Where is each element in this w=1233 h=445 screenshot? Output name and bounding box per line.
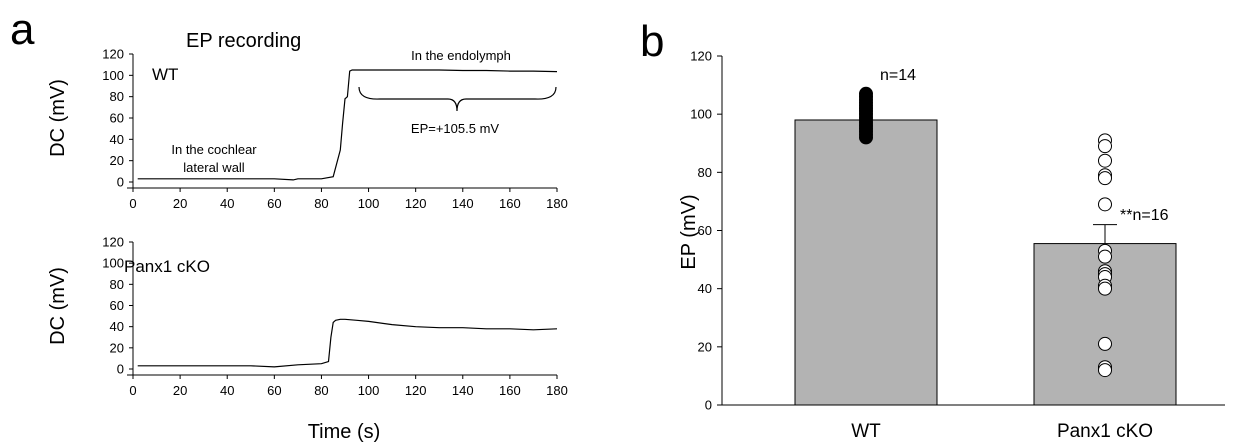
bar-category-wt: WT <box>851 421 881 442</box>
top-plot-y-tick-label: 40 <box>110 132 124 147</box>
top-plot-x-tick-label: 60 <box>267 196 281 211</box>
bar-y-tick-label: 100 <box>690 107 712 122</box>
bar-y-tick-label: 0 <box>705 398 712 413</box>
annotation-cochlear-1: In the cochlear <box>171 142 257 157</box>
bottom-plot-y-tick-label: 0 <box>117 362 124 377</box>
bar-y-tick-label: 60 <box>698 223 712 238</box>
top-plot-x-tick-label: 40 <box>220 196 234 211</box>
bar-category-panx1: Panx1 cKO <box>1057 421 1153 442</box>
data-point <box>1098 139 1112 154</box>
bottom-plot-trace-line <box>137 318 558 368</box>
top-plot-y-tick-label: 20 <box>110 153 124 168</box>
top-plot-y-tick-label: 100 <box>102 68 124 83</box>
top-plot-y-tick-label: 0 <box>117 175 124 190</box>
panel-a-title: EP recording <box>186 30 301 52</box>
bottom-plot-x-tick-label: 0 <box>129 383 136 398</box>
bar-y-axis-label: EP (mV) <box>678 194 700 269</box>
subplot-label-wt: WT <box>152 65 178 84</box>
annotation-ep-value: EP=+105.5 mV <box>411 121 499 136</box>
bottom-plot-x-tick-label: 60 <box>267 383 281 398</box>
bar-y-tick-label: 20 <box>698 339 712 354</box>
bar-y-tick-label: 40 <box>698 281 712 296</box>
bottom-plot-x-tick-label: 160 <box>499 383 521 398</box>
data-point <box>859 86 873 101</box>
top-plot-x-tick-label: 80 <box>314 196 328 211</box>
bottom-plot-y-tick-label: 120 <box>102 235 124 250</box>
annotation-cochlear-2: lateral wall <box>183 160 245 175</box>
data-point <box>1098 363 1112 378</box>
bottom-plot-y-tick-label: 80 <box>110 277 124 292</box>
bottom-plot-y-tick-label: 40 <box>110 319 124 334</box>
bottom-plot-x-tick-label: 80 <box>314 383 328 398</box>
top-plot-x-tick-label: 140 <box>452 196 474 211</box>
top-plot-y-tick-label: 60 <box>110 111 124 126</box>
top-plot-y-tick-label: 120 <box>102 47 124 62</box>
curly-brace <box>358 86 557 112</box>
bar-y-tick-label: 80 <box>698 165 712 180</box>
data-point <box>1098 171 1112 186</box>
panel-letter-a: a <box>10 5 35 54</box>
top-plot-x-tick-label: 20 <box>173 196 187 211</box>
bottom-plot-x-tick-label: 100 <box>358 383 380 398</box>
top-plot-x-tick-label: 180 <box>546 196 568 211</box>
x-axis-label: Time (s) <box>308 421 381 443</box>
bar-wt <box>794 119 938 406</box>
bottom-plot-x-tick-label: 40 <box>220 383 234 398</box>
top-plot-x-tick-label: 0 <box>129 196 136 211</box>
bottom-plot-x-tick-label: 20 <box>173 383 187 398</box>
bottom-plot-x-tick-label: 140 <box>452 383 474 398</box>
data-point <box>1098 153 1112 168</box>
top-plot-x-tick-label: 100 <box>358 196 380 211</box>
bottom-plot-x-tick-label: 180 <box>546 383 568 398</box>
bar-n-label-wt: n=14 <box>880 67 916 84</box>
panel-letter-b: b <box>640 17 664 66</box>
data-point <box>1098 336 1112 351</box>
bottom-plot-y-tick-label: 20 <box>110 340 124 355</box>
bottom-y-axis-label: DC (mV) <box>47 267 69 345</box>
bar-y-tick-label: 120 <box>690 49 712 64</box>
annotation-endolymph: In the endolymph <box>411 48 511 63</box>
bottom-plot-x-tick-label: 120 <box>405 383 427 398</box>
bar-n-label-panx1: **n=16 <box>1120 207 1169 224</box>
data-point <box>1098 197 1112 212</box>
top-plot-x-tick-label: 160 <box>499 196 521 211</box>
top-y-axis-label: DC (mV) <box>47 79 69 157</box>
subplot-label-panx1: Panx1 cKO <box>124 257 210 276</box>
top-plot-trace-line <box>137 69 558 181</box>
bottom-plot-y-tick-label: 60 <box>110 298 124 313</box>
chart-marks: 0 20 40 60 80 100 120 140 160 180 0 20 40 60 80 100 120 0… <box>102 47 1225 413</box>
top-plot-x-tick-label: 120 <box>405 196 427 211</box>
bottom-plot-y-tick-label: 100 <box>102 256 124 271</box>
top-plot-y-tick-label: 80 <box>110 89 124 104</box>
data-point <box>1098 281 1112 296</box>
data-point <box>1098 249 1112 264</box>
